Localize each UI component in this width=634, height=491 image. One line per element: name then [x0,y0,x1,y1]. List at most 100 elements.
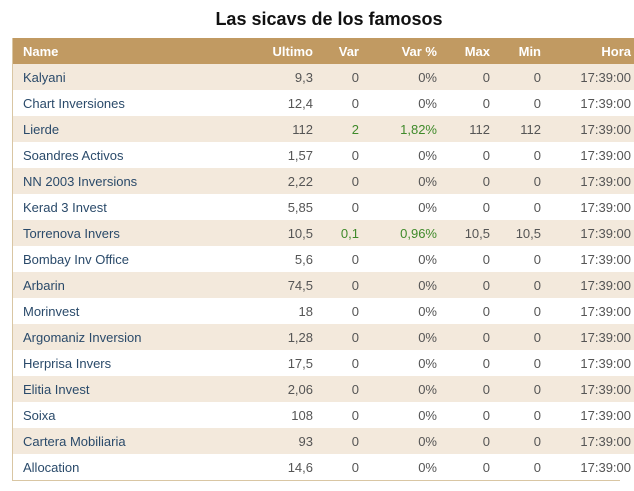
cell-name[interactable]: Lierde [13,116,227,142]
cell-ultimo: 14,6 [227,454,313,480]
header-row: Name Ultimo Var Var % Max Min Hora [13,38,634,64]
cell-hora: 17:39:00 [541,90,634,116]
cell-ultimo: 5,85 [227,194,313,220]
cell-min: 10,5 [490,220,541,246]
cell-ultimo: 12,4 [227,90,313,116]
cell-hora: 17:39:00 [541,376,634,402]
cell-hora: 17:39:00 [541,298,634,324]
cell-name[interactable]: NN 2003 Inversions [13,168,227,194]
cell-ultimo: 1,57 [227,142,313,168]
cell-var-pct: 0% [359,194,437,220]
col-header-var-pct[interactable]: Var % [359,38,437,64]
cell-min: 0 [490,194,541,220]
cell-var-pct: 0,96% [359,220,437,246]
cell-max: 10,5 [437,220,490,246]
cell-name[interactable]: Chart Inversiones [13,90,227,116]
cell-var-pct: 0% [359,272,437,298]
table-row[interactable]: Lierde 112 2 1,82% 112 112 17:39:00 [13,116,634,142]
cell-var-pct: 0% [359,454,437,480]
cell-min: 0 [490,168,541,194]
table-row[interactable]: Arbarin 74,5 0 0% 0 0 17:39:00 [13,272,634,298]
table-row[interactable]: Soixa 108 0 0% 0 0 17:39:00 [13,402,634,428]
cell-min: 0 [490,402,541,428]
cell-name[interactable]: Cartera Mobiliaria [13,428,227,454]
cell-name[interactable]: Arbarin [13,272,227,298]
cell-max: 0 [437,454,490,480]
cell-min: 0 [490,90,541,116]
cell-ultimo: 2,06 [227,376,313,402]
cell-max: 0 [437,194,490,220]
cell-max: 0 [437,298,490,324]
cell-var: 0 [313,402,359,428]
cell-var: 0 [313,454,359,480]
cell-var: 0 [313,272,359,298]
cell-hora: 17:39:00 [541,454,634,480]
cell-min: 0 [490,350,541,376]
table-row[interactable]: Chart Inversiones 12,4 0 0% 0 0 17:39:00 [13,90,634,116]
cell-var-pct: 0% [359,428,437,454]
table-row[interactable]: Soandres Activos 1,57 0 0% 0 0 17:39:00 [13,142,634,168]
cell-max: 0 [437,428,490,454]
table-body: Kalyani 9,3 0 0% 0 0 17:39:00 Chart Inversiones… [13,64,634,480]
cell-hora: 17:39:00 [541,246,634,272]
cell-name[interactable]: Elitia Invest [13,376,227,402]
cell-hora: 17:39:00 [541,142,634,168]
cell-name[interactable]: Torrenova Invers [13,220,227,246]
cell-max: 0 [437,376,490,402]
cell-name[interactable]: Kalyani [13,64,227,90]
table-row[interactable]: Cartera Mobiliaria 93 0 0% 0 0 17:39:00 [13,428,634,454]
cell-var: 0,1 [313,220,359,246]
cell-var: 0 [313,376,359,402]
cell-min: 0 [490,64,541,90]
table-row[interactable]: Kalyani 9,3 0 0% 0 0 17:39:00 [13,64,634,90]
cell-name[interactable]: Soandres Activos [13,142,227,168]
cell-var: 0 [313,194,359,220]
cell-ultimo: 18 [227,298,313,324]
table-row[interactable]: Elitia Invest 2,06 0 0% 0 0 17:39:00 [13,376,634,402]
cell-min: 0 [490,246,541,272]
table-row[interactable]: Morinvest 18 0 0% 0 0 17:39:00 [13,298,634,324]
sicav-table: Name Ultimo Var Var % Max Min Hora Kalya… [13,38,634,480]
cell-name[interactable]: Argomaniz Inversion [13,324,227,350]
table-header: Name Ultimo Var Var % Max Min Hora [13,38,634,64]
col-header-min[interactable]: Min [490,38,541,64]
cell-var: 2 [313,116,359,142]
cell-max: 0 [437,272,490,298]
cell-ultimo: 93 [227,428,313,454]
table-row[interactable]: Allocation 14,6 0 0% 0 0 17:39:00 [13,454,634,480]
col-header-max[interactable]: Max [437,38,490,64]
cell-min: 0 [490,428,541,454]
table-row[interactable]: Torrenova Invers 10,5 0,1 0,96% 10,5 10,5 17:3… [13,220,634,246]
cell-var-pct: 1,82% [359,116,437,142]
cell-max: 0 [437,350,490,376]
cell-hora: 17:39:00 [541,116,634,142]
cell-name[interactable]: Soixa [13,402,227,428]
cell-var: 0 [313,168,359,194]
cell-max: 0 [437,324,490,350]
cell-name[interactable]: Allocation [13,454,227,480]
cell-name[interactable]: Kerad 3 Invest [13,194,227,220]
cell-var: 0 [313,428,359,454]
table-row[interactable]: Kerad 3 Invest 5,85 0 0% 0 0 17:39:00 [13,194,634,220]
col-header-hora[interactable]: Hora [541,38,634,64]
cell-var-pct: 0% [359,350,437,376]
cell-var-pct: 0% [359,376,437,402]
cell-ultimo: 74,5 [227,272,313,298]
cell-var-pct: 0% [359,324,437,350]
table-row[interactable]: NN 2003 Inversions 2,22 0 0% 0 0 17:39:00 [13,168,634,194]
col-header-name[interactable]: Name [13,38,227,64]
col-header-ultimo[interactable]: Ultimo [227,38,313,64]
table-row[interactable]: Bombay Inv Office 5,6 0 0% 0 0 17:39:00 [13,246,634,272]
cell-name[interactable]: Bombay Inv Office [13,246,227,272]
cell-name[interactable]: Morinvest [13,298,227,324]
table-row[interactable]: Argomaniz Inversion 1,28 0 0% 0 0 17:39:00 [13,324,634,350]
sicav-table-container: Name Ultimo Var Var % Max Min Hora Kalya… [12,38,634,481]
cell-max: 0 [437,90,490,116]
cell-min: 0 [490,376,541,402]
page-title: Las sicavs de los famosos [215,9,443,29]
cell-var-pct: 0% [359,64,437,90]
col-header-var[interactable]: Var [313,38,359,64]
cell-hora: 17:39:00 [541,272,634,298]
table-row[interactable]: Herprisa Invers 17,5 0 0% 0 0 17:39:00 [13,350,634,376]
cell-name[interactable]: Herprisa Invers [13,350,227,376]
